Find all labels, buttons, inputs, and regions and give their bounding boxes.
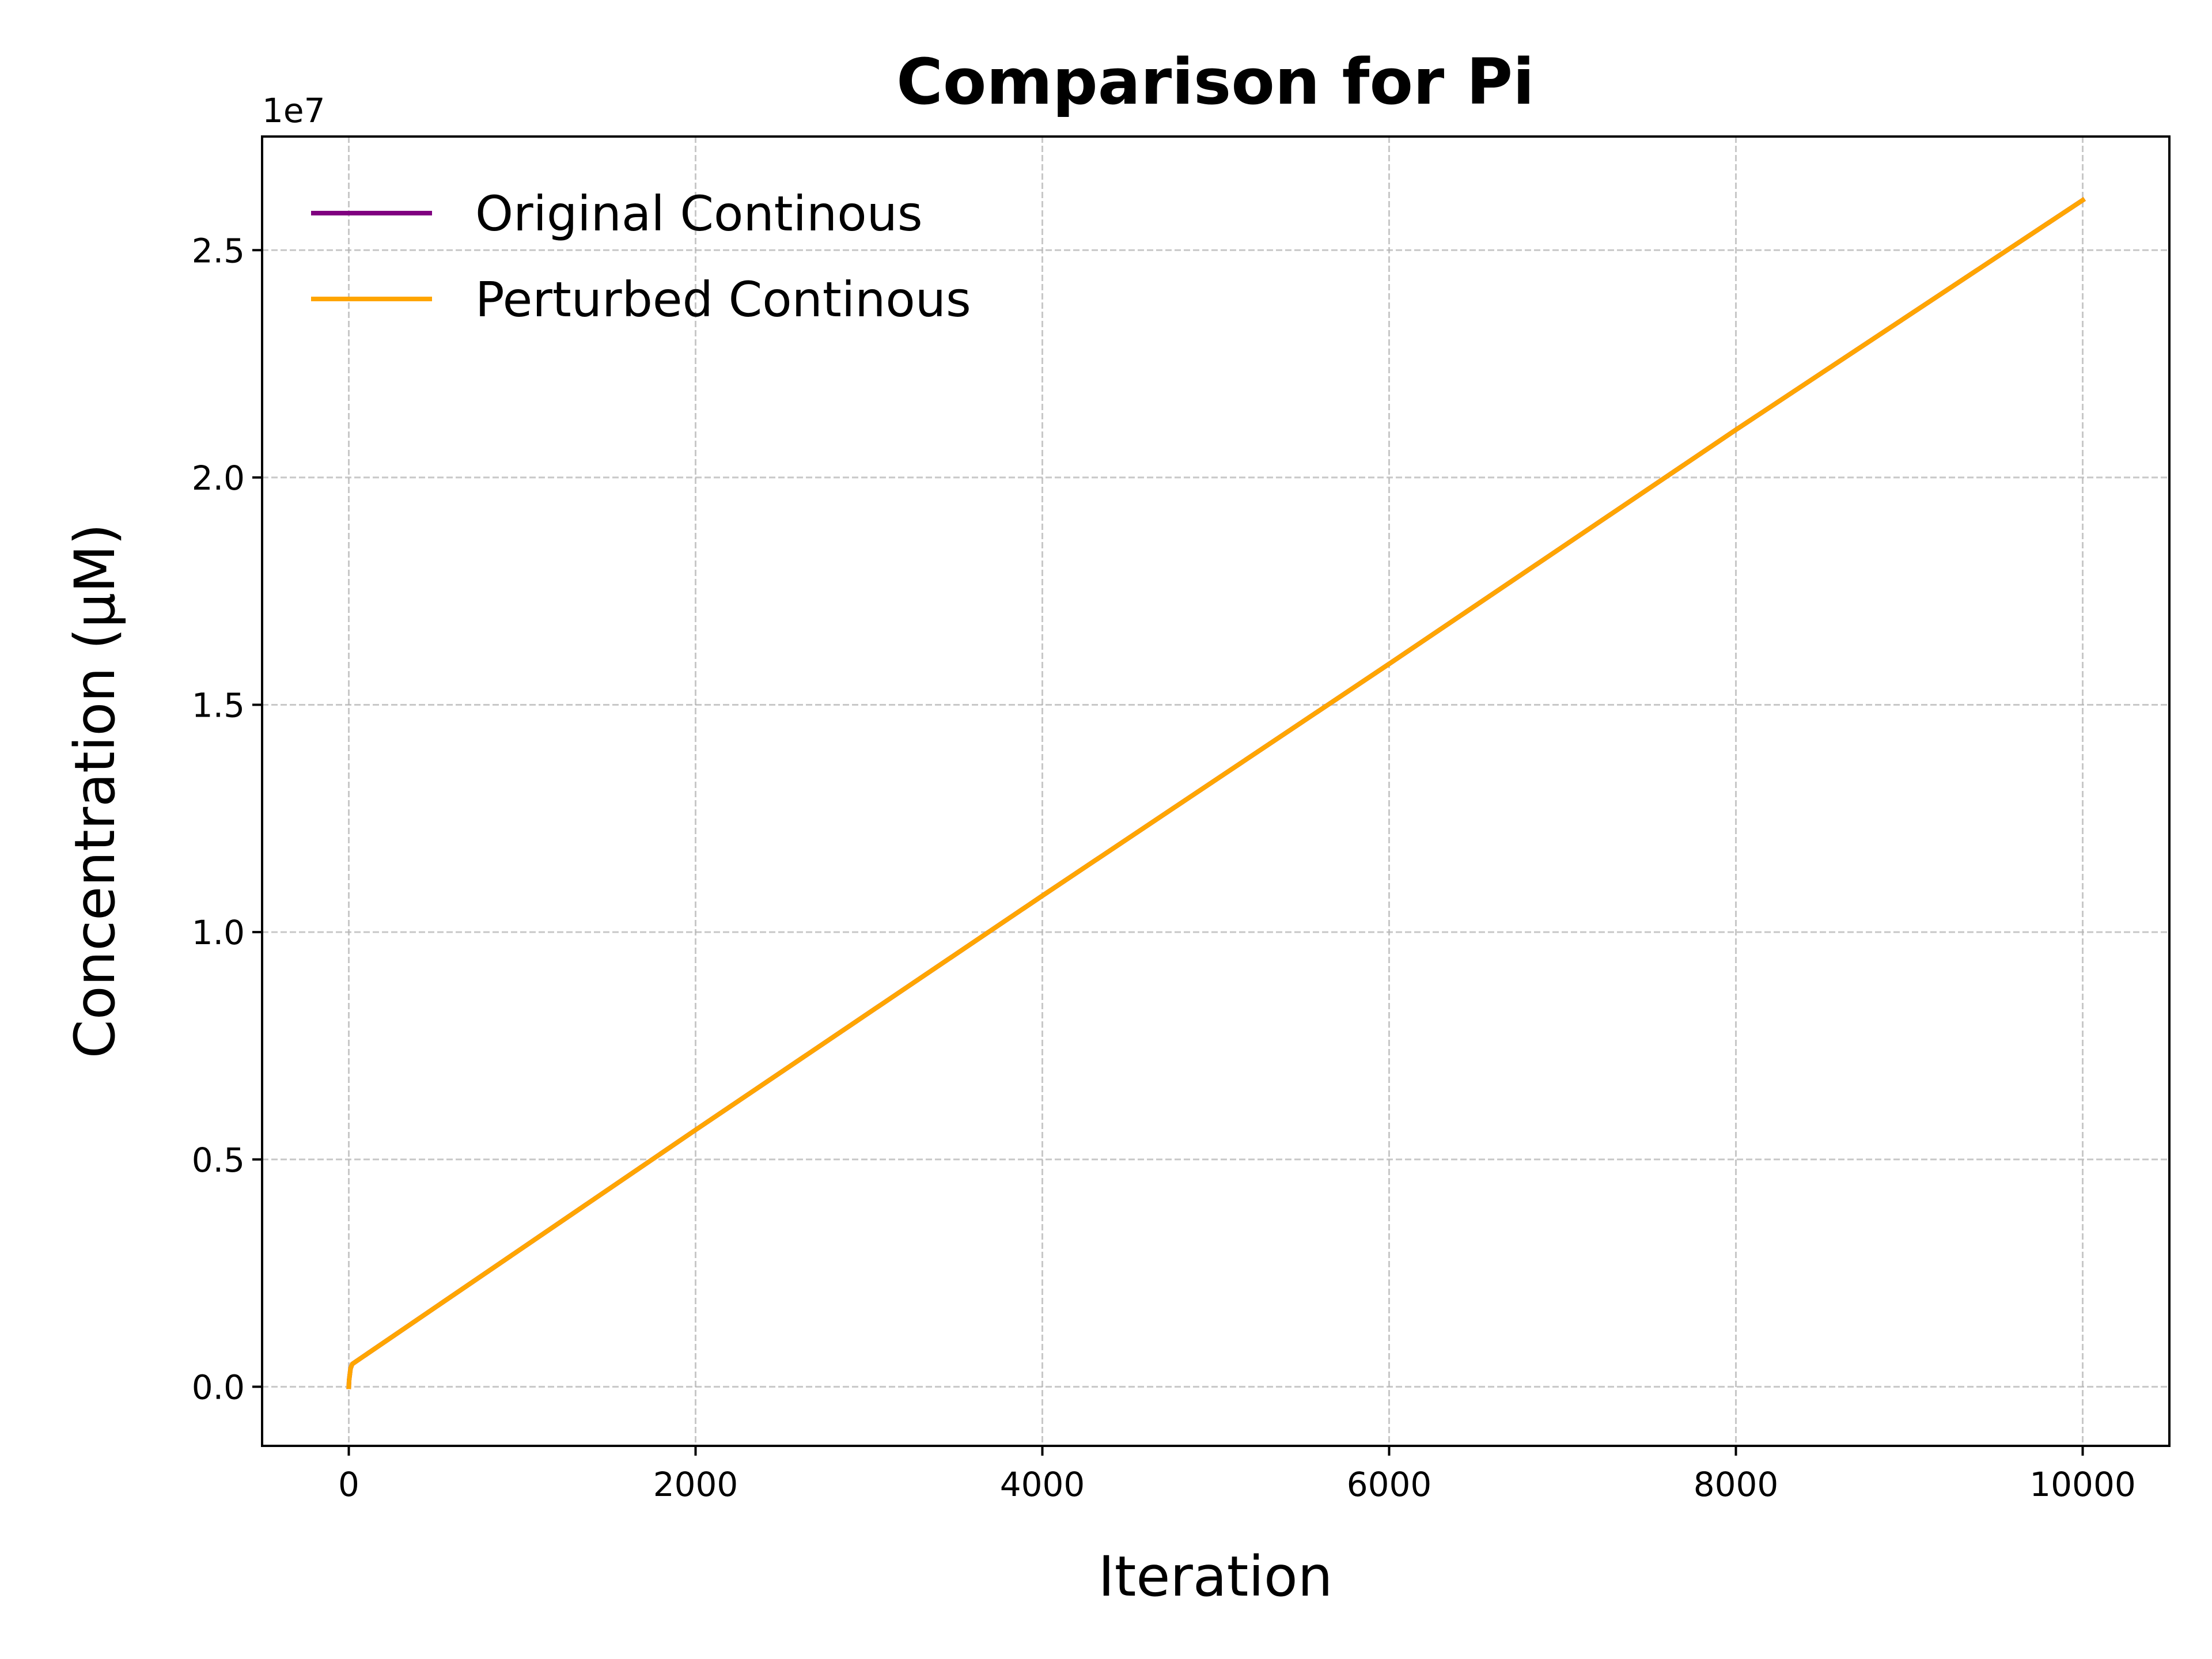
series-line-perturbed xyxy=(346,196,2086,1389)
legend: Original Continous Perturbed Continous xyxy=(311,185,971,328)
legend-label-perturbed: Perturbed Continous xyxy=(475,271,971,328)
legend-label-original: Original Continous xyxy=(475,185,923,242)
x-axis-label: Iteration xyxy=(1098,1544,1332,1609)
y-offset-label: 1e7 xyxy=(262,91,325,130)
ticks: 0 2000 4000 6000 8000 10000 0.0 0.5 1.0 1.5 2.0 2.5 xyxy=(192,231,2136,1504)
series-line-original xyxy=(346,196,2086,1389)
x-tick-label: 10000 xyxy=(2029,1465,2136,1504)
series-layer xyxy=(346,196,2086,1389)
plot-frame xyxy=(261,135,2171,1447)
x-tick-label: 4000 xyxy=(1000,1465,1085,1504)
y-tick-label: 0.5 xyxy=(192,1141,245,1180)
chart-title: Comparison for Pi xyxy=(896,45,1535,119)
x-tick-label: 8000 xyxy=(1694,1465,1779,1504)
y-tick-label: 1.5 xyxy=(192,686,245,725)
y-tick-label: 2.5 xyxy=(192,231,245,270)
x-tick-label: 2000 xyxy=(653,1465,738,1504)
y-tick-label: 0.0 xyxy=(192,1368,245,1407)
y-axis-label: Concentration (μM) xyxy=(63,524,127,1058)
x-tick-label: 0 xyxy=(338,1465,359,1504)
y-tick-label: 1.0 xyxy=(192,913,245,952)
grid xyxy=(262,137,2169,1446)
x-tick-label: 6000 xyxy=(1347,1465,1432,1504)
y-tick-label: 2.0 xyxy=(192,459,245,498)
